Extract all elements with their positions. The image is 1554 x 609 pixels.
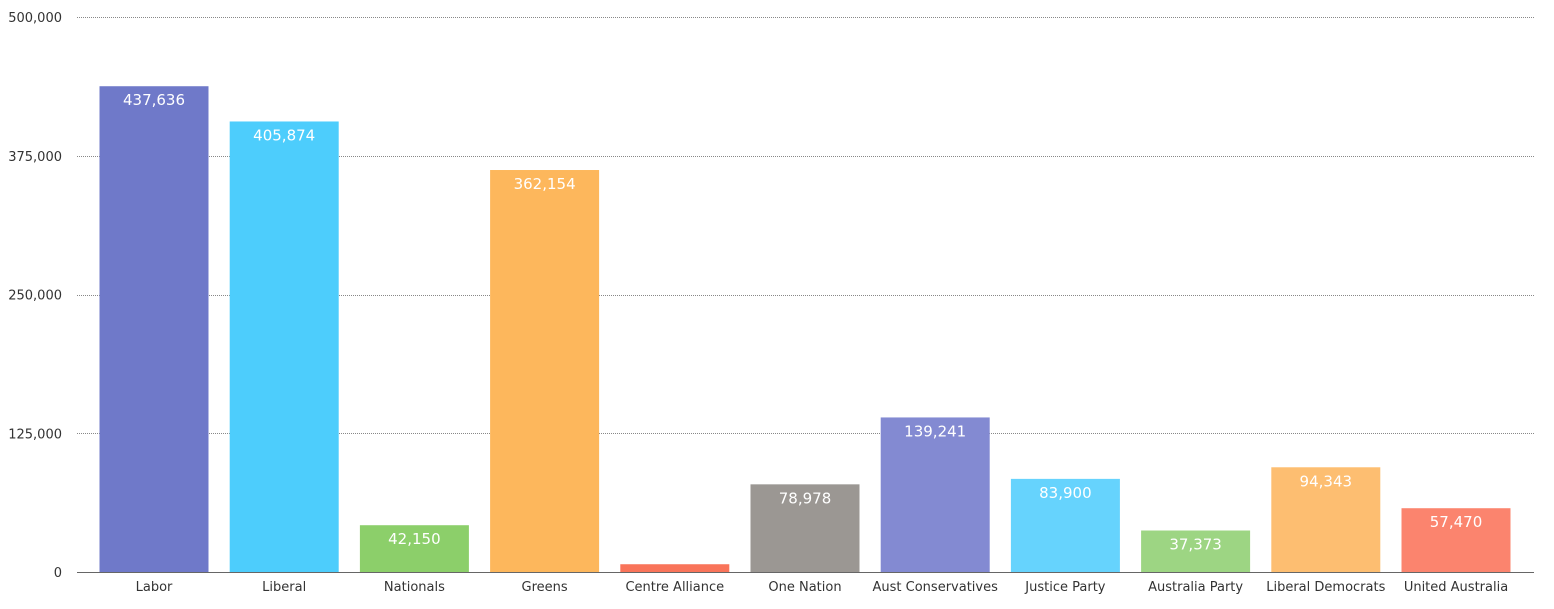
x-tick-label: Labor — [136, 580, 173, 595]
bar-greens — [490, 170, 600, 572]
x-tick-label: Aust Conservatives — [873, 580, 999, 595]
bar-value-label: 57,470 — [1430, 513, 1483, 531]
x-tick-label: Liberal — [262, 580, 306, 595]
bar-value-label: 139,241 — [904, 422, 966, 440]
x-tick-label: Nationals — [384, 580, 445, 595]
bar-united-australia — [1401, 508, 1511, 572]
bar-value-label: 437,636 — [123, 91, 185, 109]
x-tick-label: Greens — [522, 580, 568, 595]
x-tick-label: One Nation — [768, 580, 841, 595]
bar-nationals — [359, 525, 469, 572]
y-axis: 0 125,000 250,000 375,000 500,000 — [8, 11, 62, 581]
bar-value-label: 405,874 — [253, 126, 315, 144]
y-tick-label: 375,000 — [8, 150, 62, 165]
x-tick-label: Australia Party — [1148, 580, 1243, 595]
bar-liberal-democrats — [1271, 467, 1381, 572]
bar-liberal — [229, 121, 339, 572]
bar-centre-alliance — [620, 564, 730, 572]
x-tick-label: Liberal Democrats — [1266, 580, 1385, 595]
x-axis: Labor Liberal Nationals Greens Centre Allian… — [77, 572, 1534, 595]
bar-value-label: 83,900 — [1039, 484, 1092, 502]
bar-value-labels: 437,636 405,874 42,150 362,154 78,978 139,241… — [123, 91, 1482, 553]
bar-australia-party — [1141, 530, 1251, 572]
bar-value-label: 362,154 — [514, 175, 576, 193]
bar-value-label: 78,978 — [779, 489, 832, 507]
bar-value-label: 94,343 — [1300, 472, 1353, 490]
bar-value-label: 42,150 — [388, 530, 441, 548]
y-tick-label: 125,000 — [8, 427, 62, 442]
y-tick-label: 500,000 — [8, 11, 62, 26]
x-tick-label: United Australia — [1404, 580, 1508, 595]
bar-labor — [99, 86, 209, 573]
bar-aust-conservatives — [880, 417, 990, 572]
bar-value-label: 37,373 — [1169, 536, 1222, 554]
bar-one-nation — [750, 484, 860, 572]
bar-justice-party — [1010, 478, 1120, 572]
x-tick-label: Centre Alliance — [625, 580, 724, 595]
y-tick-label: 250,000 — [8, 289, 62, 304]
x-tick-label: Justice Party — [1024, 580, 1105, 595]
bars — [99, 86, 1511, 573]
y-tick-label: 0 — [54, 566, 62, 581]
